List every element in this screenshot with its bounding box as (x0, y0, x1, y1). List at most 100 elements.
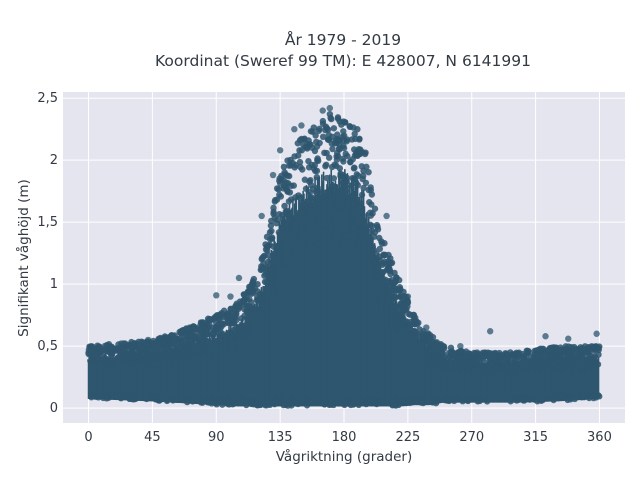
data-point (541, 393, 549, 400)
data-point (317, 204, 325, 212)
data-point (273, 243, 281, 250)
data-point (480, 364, 487, 371)
data-point (311, 147, 319, 155)
outlier-point (201, 320, 209, 328)
data-point (339, 174, 347, 181)
data-point (165, 345, 172, 353)
data-point (297, 229, 304, 237)
data-point (316, 214, 324, 222)
data-point (584, 356, 592, 363)
data-point (330, 175, 338, 182)
outlier-point (235, 274, 243, 282)
data-point (180, 396, 187, 403)
data-point (315, 241, 322, 248)
data-point (208, 339, 216, 347)
data-point (328, 115, 335, 123)
data-point (261, 272, 268, 279)
data-point (204, 397, 212, 405)
data-point (481, 370, 488, 377)
data-point (281, 202, 288, 210)
data-point (405, 321, 412, 329)
y-tick-label: 1,5 (37, 215, 58, 230)
data-point (356, 240, 364, 248)
data-point (133, 347, 140, 355)
data-point (89, 358, 96, 365)
data-point (526, 393, 533, 400)
data-point (368, 254, 375, 262)
data-point (285, 172, 293, 180)
data-point (365, 186, 372, 194)
data-point (500, 370, 507, 378)
data-point (231, 344, 238, 351)
data-point (186, 396, 193, 403)
data-point (140, 345, 147, 352)
data-point (120, 353, 128, 361)
data-point (243, 307, 250, 314)
y-tick-labels: 0 0,5 1 1,5 2 2,5 (37, 91, 58, 416)
data-point (288, 239, 295, 246)
outlier-point (542, 333, 549, 340)
data-point (167, 355, 174, 362)
data-point (306, 241, 313, 248)
data-point (280, 176, 287, 184)
data-point (198, 349, 206, 356)
data-point (199, 337, 207, 344)
data-point (385, 282, 393, 289)
data-point (495, 395, 502, 403)
data-point (522, 362, 530, 369)
data-point (404, 341, 411, 349)
x-tick-label: 90 (208, 430, 225, 445)
data-point (568, 362, 575, 369)
data-point (382, 399, 390, 407)
data-point (397, 300, 405, 307)
data-point (357, 200, 365, 207)
data-point (307, 181, 315, 189)
data-point (243, 323, 250, 331)
data-point (327, 217, 334, 224)
data-point (256, 290, 264, 298)
data-point (235, 326, 242, 334)
data-point (108, 349, 116, 356)
data-point (362, 179, 370, 187)
data-point (309, 128, 316, 135)
data-point (436, 362, 443, 370)
outlier-point (269, 171, 277, 179)
data-point (358, 227, 365, 235)
outlier-point (486, 328, 494, 335)
data-point (342, 150, 349, 158)
data-point (391, 401, 398, 409)
data-point (354, 126, 361, 133)
data-point (249, 289, 257, 296)
data-point (351, 130, 358, 138)
data-point (488, 351, 495, 359)
data-point (213, 319, 220, 326)
data-point (374, 283, 382, 290)
data-point (330, 125, 338, 132)
data-point (404, 300, 411, 307)
data-point (318, 400, 325, 407)
data-point (268, 235, 276, 242)
data-point (350, 207, 357, 215)
outlier-point (298, 122, 305, 129)
data-point (405, 310, 412, 318)
data-point (329, 145, 336, 153)
data-point (392, 294, 399, 301)
data-point (291, 153, 298, 160)
data-point (412, 314, 419, 322)
data-point (233, 304, 240, 312)
data-point (270, 208, 277, 216)
data-point (273, 185, 281, 192)
data-point (360, 184, 367, 192)
outlier-point (291, 125, 298, 133)
y-tick-label: 0 (50, 401, 58, 416)
data-point (377, 399, 384, 406)
data-point (288, 182, 295, 189)
data-point (284, 225, 291, 232)
data-point (343, 226, 350, 233)
data-point (123, 362, 131, 369)
data-point (517, 359, 525, 367)
data-point (303, 402, 311, 409)
data-point (567, 354, 574, 361)
data-point (278, 398, 286, 405)
data-point (267, 277, 274, 284)
